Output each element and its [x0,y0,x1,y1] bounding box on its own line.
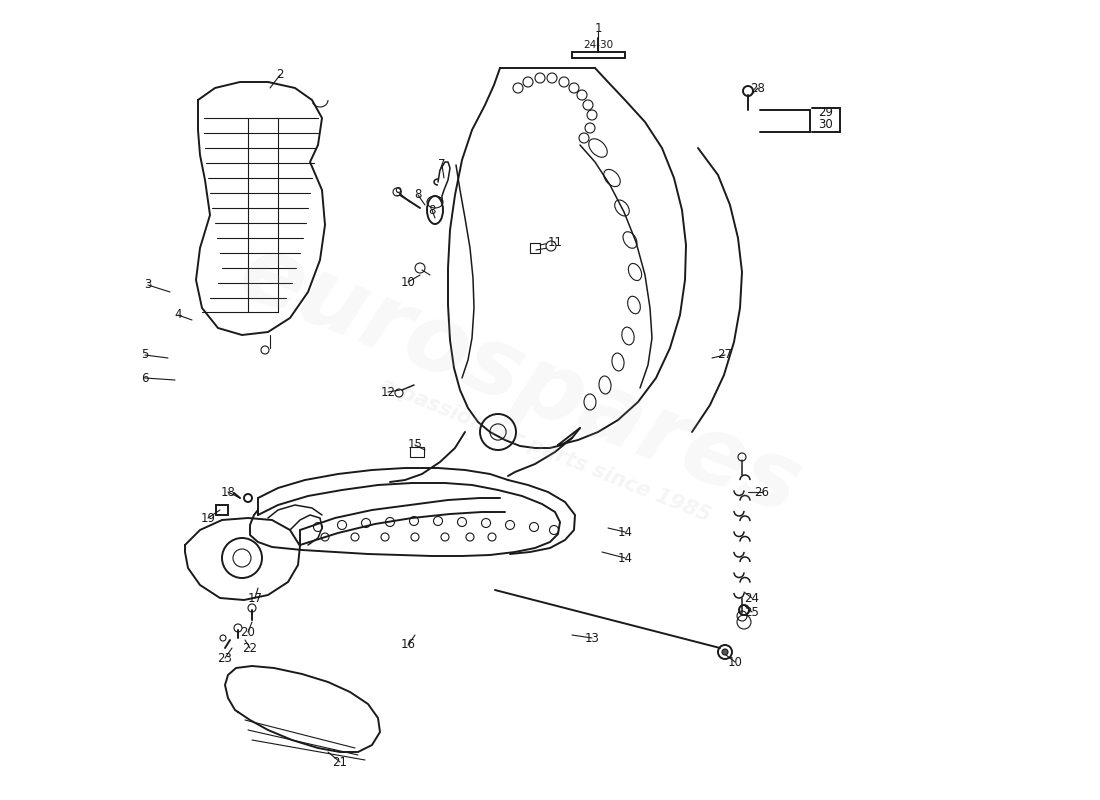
Text: 13: 13 [584,631,600,645]
Text: 14: 14 [617,551,632,565]
Text: 21: 21 [332,755,348,769]
Text: 25: 25 [745,606,759,618]
Bar [410,447,424,457]
Text: 9: 9 [394,186,402,198]
Text: 8: 8 [428,203,436,217]
Text: 17: 17 [248,591,263,605]
Text: 3: 3 [144,278,152,291]
Text: 5: 5 [141,349,149,362]
Text: 14: 14 [617,526,632,538]
Text: 19: 19 [200,511,216,525]
Text: eurospares: eurospares [226,226,814,534]
Text: 15: 15 [408,438,422,451]
Circle shape [722,649,728,655]
Text: 18: 18 [221,486,235,498]
Text: 11: 11 [548,235,562,249]
Text: 1: 1 [594,22,602,34]
Circle shape [546,241,556,251]
Text: 22: 22 [242,642,257,654]
Text: 8: 8 [415,189,421,202]
Text: 27: 27 [717,349,733,362]
Bar [530,243,540,253]
Text: 20: 20 [241,626,255,638]
Text: 16: 16 [400,638,416,651]
Text: 23: 23 [218,651,232,665]
Text: 7: 7 [438,158,446,171]
Text: a passion for parts since 1985: a passion for parts since 1985 [376,374,713,526]
Text: 10: 10 [727,655,742,669]
Text: 26: 26 [755,486,770,498]
Text: 24: 24 [745,591,759,605]
Text: 29: 29 [818,106,833,118]
Text: 4: 4 [174,309,182,322]
Text: 2: 2 [276,69,284,82]
Text: 30: 30 [818,118,833,131]
Text: 12: 12 [381,386,396,398]
Text: 6: 6 [141,371,149,385]
Text: 10: 10 [400,275,416,289]
Text: 24-30: 24-30 [583,40,613,50]
Bar [216,505,228,515]
Text: 28: 28 [750,82,766,94]
